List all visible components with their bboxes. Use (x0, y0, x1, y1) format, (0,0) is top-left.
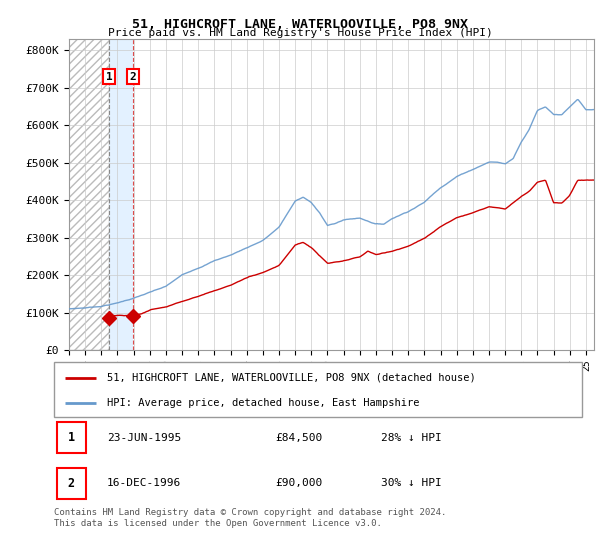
Text: 28% ↓ HPI: 28% ↓ HPI (382, 433, 442, 443)
Text: £84,500: £84,500 (276, 433, 323, 443)
Text: 1: 1 (68, 431, 75, 445)
Text: HPI: Average price, detached house, East Hampshire: HPI: Average price, detached house, East… (107, 399, 419, 408)
Text: 23-JUN-1995: 23-JUN-1995 (107, 433, 181, 443)
Text: Price paid vs. HM Land Registry's House Price Index (HPI): Price paid vs. HM Land Registry's House … (107, 28, 493, 38)
Text: 51, HIGHCROFT LANE, WATERLOOVILLE, PO8 9NX: 51, HIGHCROFT LANE, WATERLOOVILLE, PO8 9… (132, 18, 468, 31)
Text: 16-DEC-1996: 16-DEC-1996 (107, 478, 181, 488)
Text: 1: 1 (106, 72, 112, 82)
Text: 2: 2 (130, 72, 136, 82)
Text: 30% ↓ HPI: 30% ↓ HPI (382, 478, 442, 488)
Text: Contains HM Land Registry data © Crown copyright and database right 2024.
This d: Contains HM Land Registry data © Crown c… (54, 508, 446, 528)
FancyBboxPatch shape (56, 422, 86, 453)
Text: £90,000: £90,000 (276, 478, 323, 488)
Text: 2: 2 (68, 477, 75, 490)
FancyBboxPatch shape (54, 362, 582, 417)
Text: 51, HIGHCROFT LANE, WATERLOOVILLE, PO8 9NX (detached house): 51, HIGHCROFT LANE, WATERLOOVILLE, PO8 9… (107, 373, 476, 382)
FancyBboxPatch shape (56, 468, 86, 499)
